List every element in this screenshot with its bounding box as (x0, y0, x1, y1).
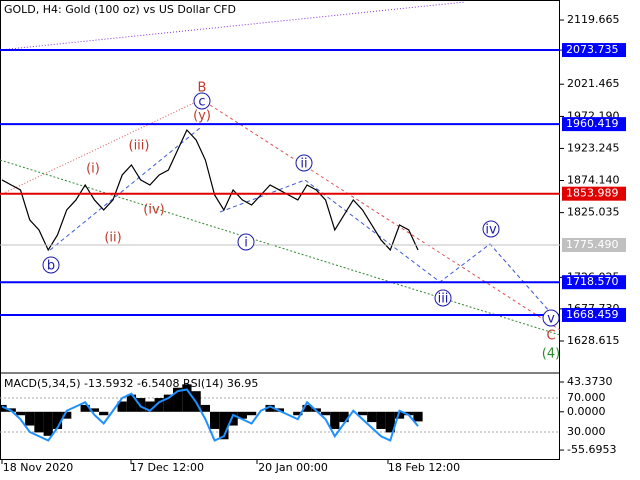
level-box (562, 43, 626, 58)
y-tick-label: 1874.140 (567, 174, 620, 187)
frame (0, 0, 560, 460)
y-tick-label: 1825.035 (567, 206, 620, 219)
macd-bar (228, 411, 238, 426)
level-box (562, 237, 626, 252)
wave-circle (42, 256, 60, 274)
macd-bar (219, 411, 229, 440)
macd-bar (293, 411, 303, 416)
wave-circle (295, 154, 313, 172)
wave-path (49, 127, 201, 251)
wave-label: (y) (193, 109, 211, 124)
wave-label: b (47, 259, 55, 274)
macd-bar (25, 411, 35, 426)
wave-label: B (198, 81, 207, 96)
level-label: 2073.735 (566, 43, 619, 56)
macd-bar (15, 411, 26, 416)
macd-bar (89, 408, 100, 412)
macd-bar (163, 394, 174, 412)
wave-label: iv (485, 223, 497, 238)
trend-line (0, 99, 201, 196)
macd-bar (145, 401, 155, 412)
y-tick-label: 2119.665 (567, 13, 620, 26)
y-tick-label: 1628.615 (567, 334, 620, 347)
level-box (562, 117, 626, 132)
macd-bar (265, 404, 275, 412)
macd-bar (0, 404, 7, 412)
x-tick-label: 17 Dec 12:00 (130, 461, 204, 474)
y-tick-label: 43.3730 (567, 375, 613, 388)
trend-line (0, 159, 561, 336)
x-tick-label: 18 Nov 2020 (3, 461, 73, 474)
wave-label: c (198, 95, 205, 110)
macd-bar (237, 411, 247, 419)
macd-bar (210, 411, 220, 429)
wave-path (219, 179, 551, 313)
wave-circle (542, 309, 560, 327)
rsi-line (1, 388, 419, 442)
wave-label: v (547, 312, 555, 327)
wave-label: iii (438, 292, 449, 307)
macd-bar (182, 384, 192, 412)
macd-bar (126, 394, 137, 412)
macd-bar (117, 401, 127, 412)
macd-bar (80, 404, 90, 412)
level-label: 1960.419 (566, 117, 619, 130)
y-tick-label: 0.0000 (567, 405, 606, 418)
level-box (562, 307, 626, 322)
level-box (562, 275, 626, 290)
y-tick-label: 2021.465 (567, 77, 620, 90)
wave-label: (ii) (104, 231, 121, 246)
level-label: 1668.459 (566, 308, 619, 321)
macd-bar (173, 387, 183, 412)
macd-bar (52, 411, 63, 429)
macd-bar (200, 404, 210, 412)
wave-label: (4) (542, 347, 560, 362)
rsi-level-label: 30.000 (567, 425, 606, 438)
macd-bar (62, 411, 72, 419)
x-tick-label: 20 Jan 00:00 (258, 461, 328, 474)
level-label: 1853.989 (566, 187, 619, 200)
y-tick-label: 1923.245 (567, 141, 620, 154)
wave-circle (482, 220, 500, 238)
wave-label: (iii) (129, 139, 150, 154)
y-tick-label: -55.6953 (567, 443, 616, 456)
price-line (1, 128, 419, 252)
macd-bar (376, 411, 386, 429)
wave-circle (434, 289, 452, 307)
wave-label: ii (300, 157, 307, 172)
wave-circle (237, 233, 255, 251)
macd-bar (330, 411, 340, 429)
macd-bar (385, 411, 395, 433)
wave-label: i (244, 236, 248, 251)
macd-bar (357, 411, 368, 416)
chart-title: GOLD, H4: Gold (100 oz) vs US Dollar CFD (4, 3, 236, 16)
rsi-level-label: 70.000 (567, 391, 606, 404)
level-box (562, 186, 626, 201)
macd-bar (320, 411, 331, 416)
x-tick-label: 18 Feb 12:00 (388, 461, 460, 474)
wave-label: (iv) (143, 203, 164, 218)
macd-bar (246, 411, 257, 416)
macd-bar (34, 411, 44, 433)
macd-bar (394, 411, 405, 419)
macd-bar (154, 398, 164, 412)
level-label: 1718.570 (566, 275, 619, 288)
macd-bar (404, 411, 414, 416)
macd-bar (302, 404, 312, 412)
wave-label: C (546, 329, 555, 344)
wave-circle (193, 92, 211, 110)
macd-bar (99, 411, 109, 416)
level-label: 1775.490 (566, 238, 619, 251)
indicator-title: MACD(5,34,5) -13.5932 -6.5408 RSI(14) 36… (4, 377, 258, 390)
wave-label: (i) (86, 162, 100, 177)
macd-bar (43, 411, 53, 436)
macd-bar (367, 411, 377, 423)
macd-bar (413, 411, 423, 422)
trend-line (209, 104, 561, 331)
macd-bar (339, 411, 349, 423)
